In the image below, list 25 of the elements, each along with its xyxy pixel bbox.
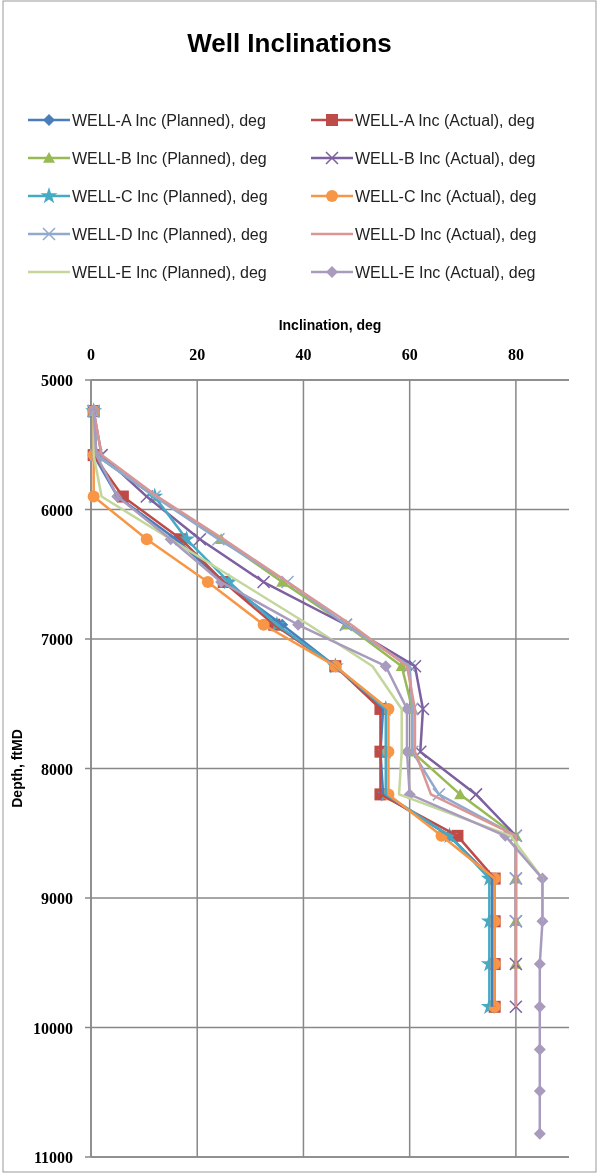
y-tick-label: 5000 (41, 372, 73, 389)
y-tick-label: 8000 (41, 760, 73, 778)
y-tick-label: 10000 (33, 1019, 73, 1037)
legend-label: WELL-E Inc (Actual), deg (355, 264, 536, 281)
legend-label: WELL-A Inc (Actual), deg (355, 112, 535, 129)
x-axis-title: Inclination, deg (278, 317, 382, 333)
chart-title: Well Inclinations (187, 28, 392, 58)
x-tick-label: 80 (507, 346, 524, 363)
y-tick-label: 7000 (41, 631, 73, 648)
y-tick-label: 6000 (41, 501, 73, 519)
legend-label: WELL-C Inc (Planned), deg (72, 188, 268, 205)
y-tick-label: 11000 (33, 1149, 73, 1166)
legend-label: WELL-D Inc (Actual), deg (355, 226, 537, 243)
y-axis-title: Depth, ftMD (9, 729, 25, 808)
legend-label: WELL-B Inc (Planned), deg (72, 150, 267, 167)
legend-label: WELL-D Inc (Planned), deg (72, 226, 268, 243)
legend-label: WELL-B Inc (Actual), deg (355, 150, 536, 167)
legend-label: WELL-E Inc (Planned), deg (72, 264, 267, 281)
x-tick-label: 0 (87, 346, 95, 363)
y-tick-label: 9000 (41, 890, 73, 907)
x-tick-label: 40 (295, 346, 312, 363)
legend-label: WELL-C Inc (Actual), deg (355, 188, 537, 205)
x-tick-label: 60 (401, 346, 418, 363)
legend-label: WELL-A Inc (Planned), deg (72, 112, 266, 129)
x-tick-label: 20 (189, 346, 206, 363)
